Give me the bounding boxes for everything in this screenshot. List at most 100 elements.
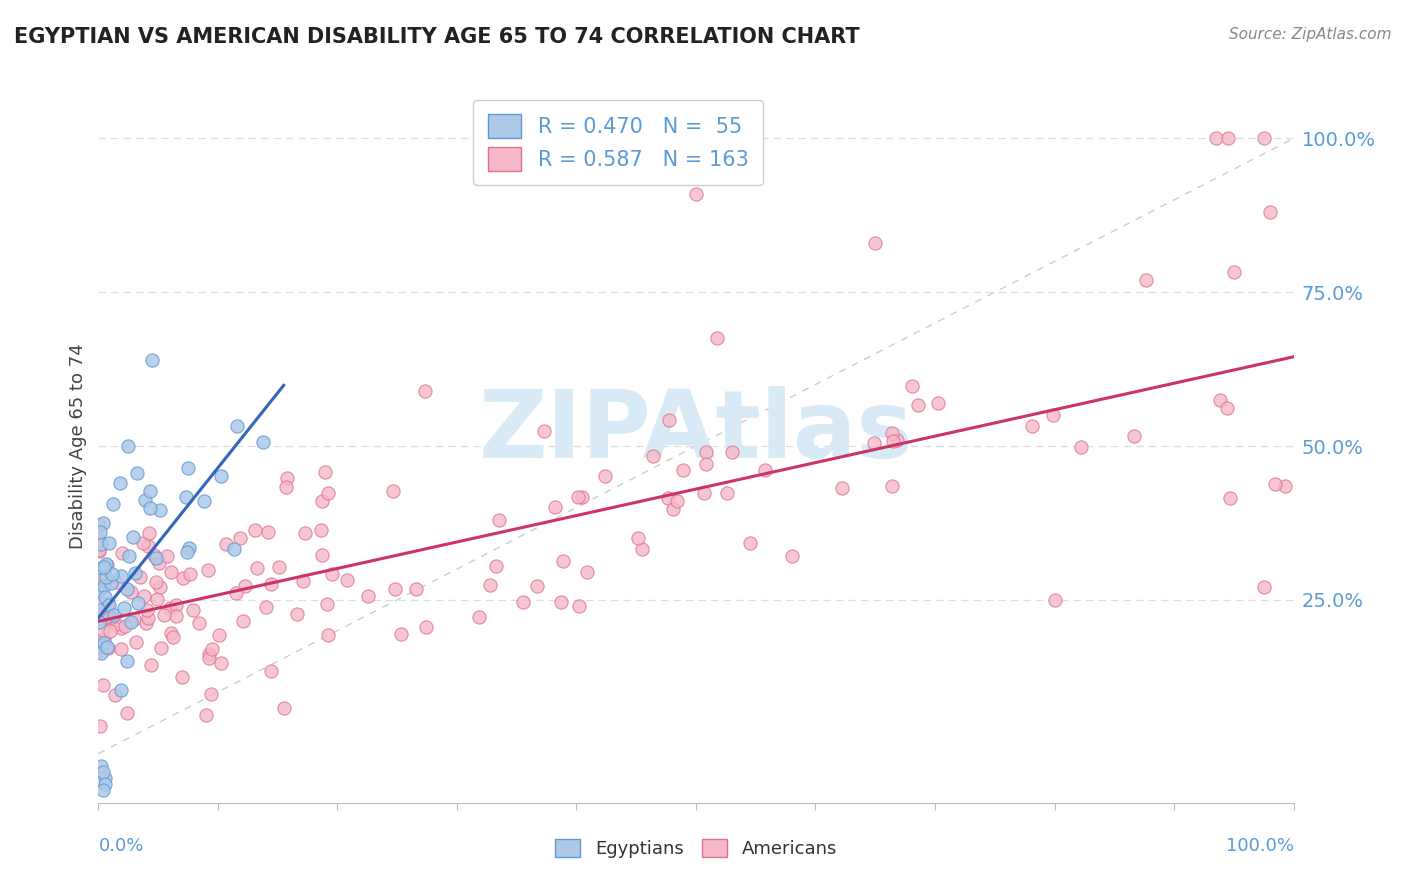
Point (90, 536, 112, 550)
Point (179, 566, 201, 581)
Point (197, 562, 219, 576)
Point (136, 539, 159, 553)
Point (831, 481, 853, 495)
Point (177, 541, 200, 556)
Point (93, 575, 115, 590)
Point (104, 617, 127, 632)
Point (93, 777, 115, 791)
Text: 0.0%: 0.0% (98, 837, 143, 855)
Point (141, 657, 163, 672)
Point (389, 627, 412, 641)
Point (208, 628, 231, 642)
Point (87, 603, 110, 617)
Point (138, 526, 160, 541)
Point (260, 664, 283, 678)
Point (110, 682, 132, 697)
Point (110, 568, 132, 582)
Point (246, 561, 269, 575)
Point (110, 622, 132, 636)
Point (695, 457, 717, 471)
Point (96, 640, 118, 654)
Point (145, 591, 167, 606)
Point (567, 490, 589, 504)
Point (100, 624, 122, 639)
Point (685, 186, 707, 201)
Point (229, 531, 252, 545)
Point (550, 595, 572, 609)
Point (104, 688, 127, 702)
Point (91, 596, 114, 610)
Point (1122, 428, 1144, 442)
Point (89, 582, 111, 597)
Point (225, 585, 247, 599)
Point (122, 612, 145, 626)
Point (90, 759, 112, 773)
Point (468, 610, 491, 624)
Point (384, 582, 406, 597)
Point (526, 579, 548, 593)
Point (89, 525, 111, 540)
Point (630, 541, 652, 556)
Point (98, 598, 121, 612)
Point (413, 384, 436, 398)
Point (127, 466, 149, 480)
Point (886, 434, 908, 448)
Point (166, 598, 188, 612)
Point (94, 573, 117, 587)
Point (89, 573, 111, 587)
Point (117, 439, 139, 453)
Point (571, 490, 593, 504)
Point (127, 596, 149, 610)
Point (273, 701, 295, 715)
Point (863, 436, 886, 450)
Point (93, 579, 115, 593)
Point (135, 616, 157, 631)
Point (176, 491, 198, 505)
Point (315, 597, 337, 611)
Point (89, 643, 111, 657)
Legend: Egyptians, Americans: Egyptians, Americans (548, 831, 844, 865)
Point (170, 670, 193, 684)
Point (98, 536, 121, 550)
Point (575, 565, 598, 579)
Point (149, 580, 172, 594)
Y-axis label: Disability Age 65 to 74: Disability Age 65 to 74 (69, 343, 87, 549)
Point (754, 463, 776, 477)
Point (1253, 581, 1275, 595)
Point (94, 569, 117, 583)
Point (901, 378, 924, 392)
Point (720, 445, 742, 459)
Point (882, 434, 904, 449)
Point (160, 565, 183, 579)
Point (200, 687, 222, 701)
Point (1205, 131, 1227, 145)
Point (1070, 441, 1092, 455)
Point (544, 500, 567, 515)
Point (1264, 476, 1286, 491)
Point (121, 530, 143, 544)
Point (103, 608, 125, 623)
Point (716, 486, 738, 500)
Point (91, 783, 114, 797)
Point (274, 480, 297, 494)
Point (285, 607, 308, 621)
Point (97, 640, 120, 655)
Point (96, 558, 118, 573)
Point (141, 352, 163, 367)
Point (907, 398, 929, 412)
Point (115, 706, 138, 720)
Point (706, 331, 728, 345)
Point (551, 554, 574, 568)
Point (198, 648, 221, 662)
Point (90, 561, 112, 575)
Point (89, 517, 111, 532)
Point (87, 542, 110, 557)
Point (294, 525, 316, 540)
Point (93, 636, 115, 650)
Point (1219, 491, 1241, 505)
Point (165, 609, 187, 624)
Point (139, 484, 162, 499)
Point (120, 585, 142, 599)
Point (593, 469, 616, 483)
Point (256, 525, 278, 540)
